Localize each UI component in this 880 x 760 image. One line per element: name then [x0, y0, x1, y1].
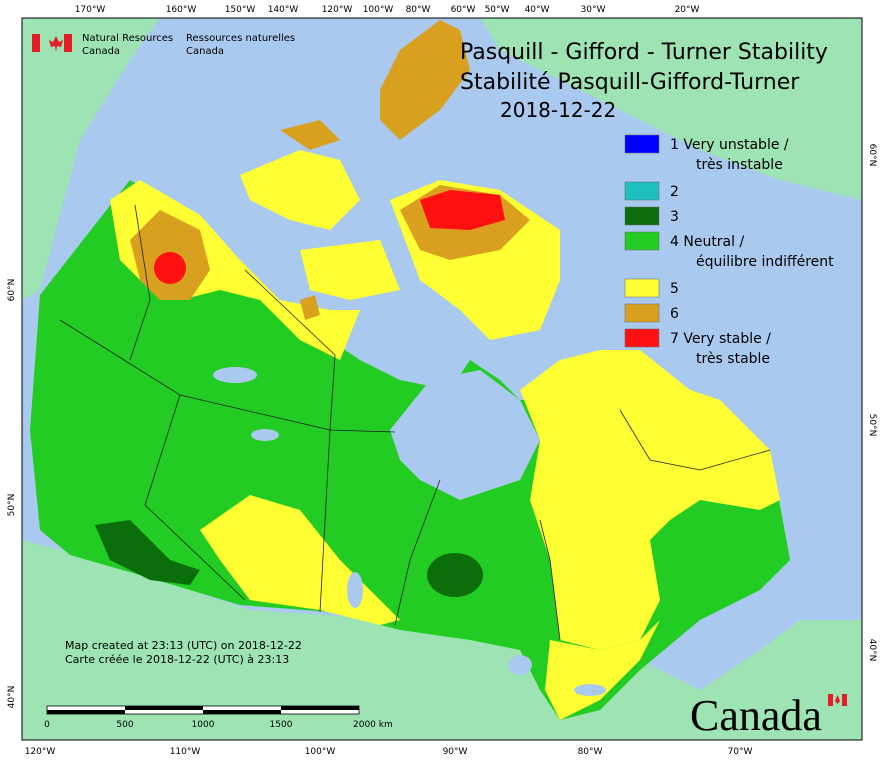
lat-label: 40°N: [867, 639, 877, 662]
island: [300, 240, 400, 300]
border: [129, 204, 151, 361]
flag-bar: [828, 694, 833, 706]
legend-swatch: [624, 181, 660, 201]
lat-label: 50°N: [7, 494, 17, 517]
border: [59, 319, 246, 601]
flag-bar: [842, 694, 847, 706]
ellesmere: [380, 20, 470, 140]
scale-bar: [46, 705, 360, 715]
scale-seg: [281, 706, 359, 710]
alaska: [22, 18, 160, 300]
lon-label: 100°W: [363, 5, 394, 15]
maple-leaf: [49, 36, 63, 52]
lake: [213, 367, 257, 383]
title: Stabilité Pasquill-Gifford-Turner: [460, 70, 800, 95]
wordmark-flag: [828, 694, 847, 706]
title: Pasquill - Gifford - Turner Stability: [460, 40, 828, 65]
legend-swatch: [624, 328, 660, 348]
scale-seg: [47, 710, 125, 714]
scale-label: 1500: [270, 720, 293, 730]
island: [240, 150, 360, 230]
lon-label: 140°W: [268, 5, 299, 15]
lon-label: 120°W: [25, 747, 56, 757]
legend-label: très stable: [696, 351, 770, 367]
legend-swatch: [624, 134, 660, 154]
lat-label: 40°N: [7, 686, 17, 709]
agency-fr: Canada: [186, 46, 224, 57]
wordmark: Canada: [690, 691, 822, 740]
border: [539, 519, 561, 641]
maple-leaf: [835, 695, 840, 704]
flag-bar: [32, 34, 40, 52]
lake: [574, 684, 606, 696]
lon-label: 160°W: [166, 5, 197, 15]
title-date: 2018-12-22: [500, 98, 616, 122]
lon-label: 40°W: [525, 5, 550, 15]
hudson-bay: [390, 370, 540, 500]
legend-label: 6: [670, 306, 679, 322]
island: [280, 120, 340, 150]
border: [244, 269, 396, 433]
scale-label: 1000: [192, 720, 215, 730]
scale-label: 2000 km: [353, 720, 393, 730]
lon-label: 80°W: [406, 5, 431, 15]
map-area: [22, 18, 862, 740]
agency-fr: Ressources naturelles: [186, 33, 295, 44]
lon-label: 170°W: [75, 5, 106, 15]
agency-en: Natural Resources: [82, 33, 173, 44]
lon-label: 20°W: [675, 5, 700, 15]
lon-label: 30°W: [581, 5, 606, 15]
legend-swatch: [624, 206, 660, 226]
legend-label: 2: [670, 184, 679, 200]
lon-label: 120°W: [322, 5, 353, 15]
zone-yukon-red: [154, 252, 186, 284]
zone-ontario: [545, 620, 660, 720]
legend-label: 4 Neutral /: [670, 234, 744, 250]
legend-swatch: [624, 231, 660, 251]
map-frame: [21, 17, 863, 741]
scale-seg: [203, 710, 281, 714]
lon-label: 50°W: [485, 5, 510, 15]
lon-label: 150°W: [225, 5, 256, 15]
zone-small: [300, 295, 320, 320]
lake: [508, 655, 532, 675]
border: [619, 409, 771, 471]
legend-swatch: [624, 303, 660, 323]
nrcan-logo: [32, 34, 72, 52]
lon-label: 100°W: [305, 747, 336, 757]
scale-label: 500: [116, 720, 133, 730]
lon-label: 60°W: [451, 5, 476, 15]
usa: [22, 540, 862, 740]
lon-label: 70°W: [728, 747, 753, 757]
legend-label: 3: [670, 209, 679, 225]
legend-label: 5: [670, 281, 679, 297]
zone-maritimes: [690, 540, 770, 600]
greenland: [480, 18, 862, 200]
scale-label: 0: [44, 720, 50, 730]
lake: [251, 429, 279, 441]
lat-label: 60°N: [7, 279, 17, 302]
legend-label: équilibre indifférent: [696, 254, 834, 270]
zone-ontario-dark: [427, 553, 483, 597]
lon-label: 90°W: [443, 747, 468, 757]
lake: [347, 572, 363, 608]
lon-label: 110°W: [170, 747, 201, 757]
border: [394, 479, 441, 626]
flag-bar: [64, 34, 72, 52]
lat-label: 50°N: [867, 414, 877, 437]
legend-label: très instable: [696, 157, 783, 173]
zone-bc: [95, 520, 200, 585]
legend-swatch: [624, 278, 660, 298]
lon-label: 80°W: [578, 747, 603, 757]
zone-baffin-red: [420, 190, 505, 230]
agency-en: Canada: [82, 46, 120, 57]
legend-label: 7 Very stable /: [670, 331, 771, 347]
zone-quebec: [520, 350, 780, 650]
map-note: Carte créée le 2018-12-22 (UTC) à 23:13: [65, 653, 289, 666]
legend-label: 1 Very unstable /: [670, 137, 789, 153]
scale-seg: [125, 706, 203, 710]
map-note: Map created at 23:13 (UTC) on 2018-12-22: [65, 639, 302, 652]
lat-label: 60°N: [867, 144, 877, 167]
